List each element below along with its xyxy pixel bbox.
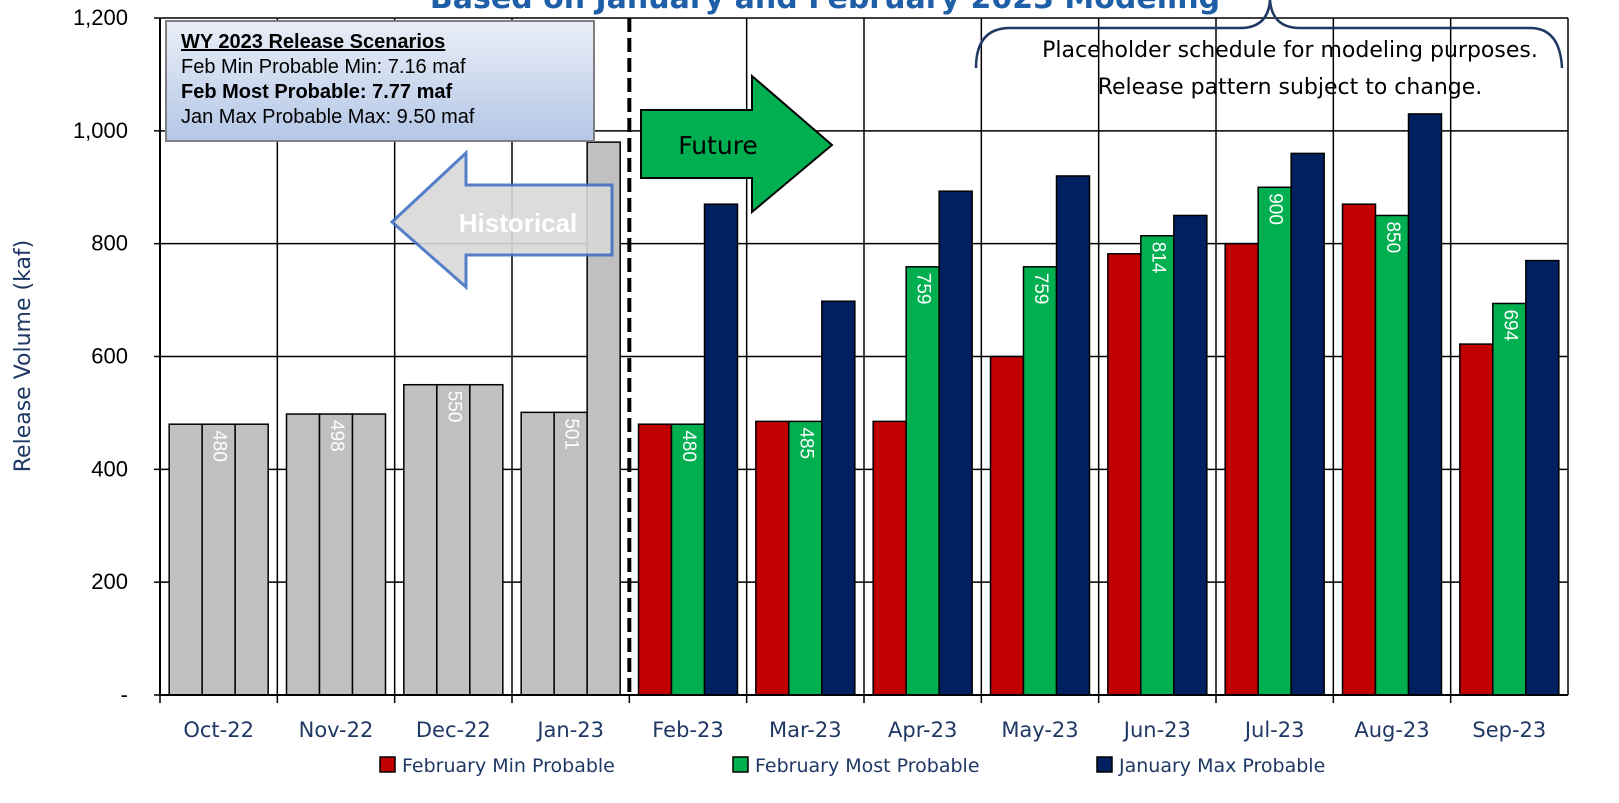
data-label-mar-23: 485 — [795, 427, 816, 459]
x-tick-label: Nov-22 — [299, 718, 374, 742]
data-label-oct-22: 480 — [209, 430, 230, 462]
bar-apr-23-s2 — [938, 190, 973, 696]
bar-jul-23-s0 — [1224, 242, 1259, 696]
bar-jan-23-s0 — [520, 411, 555, 696]
x-tick-label: Jan-23 — [535, 718, 604, 742]
bar-oct-22-s1 — [201, 423, 236, 696]
bar-may-23-s1 — [1022, 266, 1058, 696]
bar-jul-23-s2 — [1290, 152, 1325, 696]
bar-sep-23-s2 — [1525, 259, 1560, 696]
x-tick-label: Mar-23 — [769, 718, 842, 742]
y-tick-label: 1,000 — [73, 118, 128, 143]
placeholder-schedule-note: Placeholder schedule for modeling purpos… — [1042, 38, 1538, 100]
legend-label-1: February Most Probable — [755, 755, 980, 777]
y-tick-label: - — [121, 682, 128, 707]
x-tick-label: Aug-23 — [1354, 718, 1429, 742]
bar-jun-23-s1 — [1140, 235, 1175, 696]
placeholder-brace — [974, 0, 1564, 69]
bar-jan-23-s1 — [553, 411, 588, 696]
data-label-jul-23: 900 — [1265, 193, 1286, 225]
legend-swatch-0 — [379, 756, 396, 773]
scenario-min-line: Feb Min Probable Min: 7.16 maf — [181, 56, 466, 78]
data-label-jan-23: 501 — [561, 418, 582, 450]
bar-aug-23-s0 — [1341, 203, 1377, 696]
bar-feb-23-s0 — [637, 423, 673, 696]
bar-may-23-s2 — [1055, 175, 1091, 696]
data-label-dec-22: 550 — [443, 391, 464, 423]
x-tick-label: Jun-23 — [1122, 718, 1191, 742]
bar-apr-23-s1 — [905, 266, 940, 696]
bar-nov-22-s0 — [285, 413, 321, 696]
data-label-may-23: 759 — [1030, 273, 1051, 305]
legend-label-2: January Max Probable — [1118, 755, 1325, 777]
historical-arrow-label: Historical — [459, 208, 578, 238]
x-tick-label: Dec-22 — [416, 718, 491, 742]
x-tick-label: Jul-23 — [1243, 718, 1305, 742]
data-label-sep-23: 694 — [1499, 309, 1520, 341]
bar-nov-22-s2 — [351, 413, 387, 696]
legend-label-0: February Min Probable — [402, 755, 615, 777]
bar-oct-22-s2 — [234, 423, 269, 696]
release-scenarios-box: WY 2023 Release Scenarios Feb Min Probab… — [165, 20, 595, 142]
data-label-jun-23: 814 — [1147, 242, 1168, 274]
future-arrow-label: Future — [678, 131, 758, 160]
x-tick-label: Sep-23 — [1472, 718, 1546, 742]
y-tick-label: 600 — [91, 344, 128, 369]
bar-apr-23-s0 — [872, 420, 907, 696]
bar-mar-23-s0 — [755, 420, 790, 696]
legend-swatch-1 — [732, 756, 749, 773]
data-label-apr-23: 759 — [913, 273, 934, 305]
bar-dec-22-s0 — [403, 383, 438, 696]
scenario-box-header: WY 2023 Release Scenarios — [181, 31, 446, 53]
x-tick-label: Apr-23 — [888, 718, 957, 742]
y-tick-label: 400 — [91, 456, 128, 481]
bar-aug-23-s1 — [1374, 214, 1410, 696]
data-label-aug-23: 850 — [1382, 221, 1403, 253]
bar-mar-23-s2 — [821, 300, 856, 696]
future-arrow — [640, 73, 834, 215]
legend-swatch-2 — [1096, 756, 1113, 773]
scenario-max-line: Jan Max Probable Max: 9.50 maf — [181, 106, 475, 128]
bar-dec-22-s1 — [436, 383, 471, 696]
scenario-most-probable-line: Feb Most Probable: 7.77 maf — [181, 81, 453, 103]
bar-feb-23-s1 — [670, 423, 706, 696]
y-tick-label: 1,200 — [73, 5, 128, 30]
bar-dec-22-s2 — [469, 383, 504, 696]
bar-sep-23-s0 — [1459, 343, 1494, 696]
y-tick-label: 800 — [91, 231, 128, 256]
y-axis-label: Release Volume (kaf) — [11, 240, 36, 473]
x-tick-label: Oct-22 — [183, 718, 254, 742]
bar-jun-23-s2 — [1173, 214, 1208, 696]
bar-feb-23-s2 — [703, 203, 739, 696]
bar-jul-23-s1 — [1257, 186, 1292, 696]
chart-title: Based on January and February 2023 Model… — [430, 0, 1220, 16]
y-tick-label: 200 — [91, 569, 128, 594]
x-tick-label: May-23 — [1001, 718, 1078, 742]
historical-arrow — [389, 149, 614, 291]
data-label-feb-23: 480 — [678, 430, 699, 462]
bar-aug-23-s2 — [1407, 113, 1443, 696]
data-label-nov-22: 498 — [326, 420, 347, 452]
bar-nov-22-s1 — [318, 413, 354, 696]
bar-may-23-s0 — [989, 355, 1025, 696]
x-tick-label: Feb-23 — [652, 718, 723, 742]
bar-mar-23-s1 — [788, 420, 823, 696]
bar-jun-23-s0 — [1107, 253, 1142, 696]
bar-oct-22-s0 — [168, 423, 203, 696]
bar-sep-23-s1 — [1492, 302, 1527, 696]
